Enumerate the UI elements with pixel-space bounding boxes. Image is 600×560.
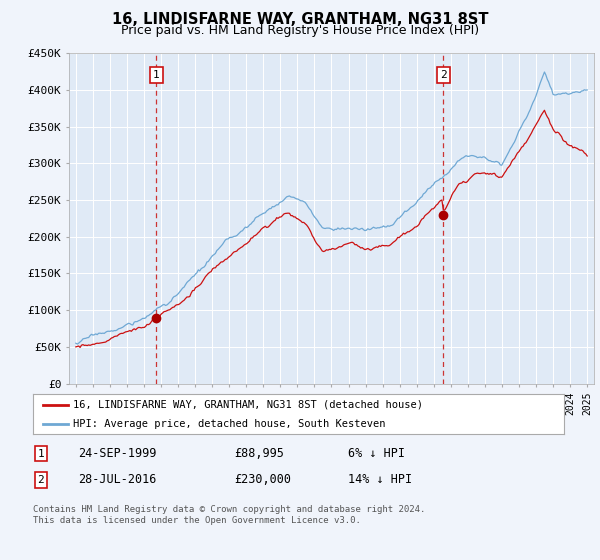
Text: 16, LINDISFARNE WAY, GRANTHAM, NG31 8ST (detached house): 16, LINDISFARNE WAY, GRANTHAM, NG31 8ST … xyxy=(73,400,423,409)
Text: Price paid vs. HM Land Registry's House Price Index (HPI): Price paid vs. HM Land Registry's House … xyxy=(121,24,479,36)
Text: 16, LINDISFARNE WAY, GRANTHAM, NG31 8ST: 16, LINDISFARNE WAY, GRANTHAM, NG31 8ST xyxy=(112,12,488,27)
Text: 1: 1 xyxy=(37,449,44,459)
Text: 6% ↓ HPI: 6% ↓ HPI xyxy=(348,447,405,460)
Text: 1: 1 xyxy=(153,70,160,80)
Text: 14% ↓ HPI: 14% ↓ HPI xyxy=(348,473,412,487)
Text: £230,000: £230,000 xyxy=(234,473,291,487)
Text: 2: 2 xyxy=(37,475,44,485)
Text: 28-JUL-2016: 28-JUL-2016 xyxy=(78,473,157,487)
Text: 2: 2 xyxy=(440,70,447,80)
Text: HPI: Average price, detached house, South Kesteven: HPI: Average price, detached house, Sout… xyxy=(73,419,385,429)
Text: Contains HM Land Registry data © Crown copyright and database right 2024.
This d: Contains HM Land Registry data © Crown c… xyxy=(33,505,425,525)
Text: £88,995: £88,995 xyxy=(234,447,284,460)
Text: 24-SEP-1999: 24-SEP-1999 xyxy=(78,447,157,460)
